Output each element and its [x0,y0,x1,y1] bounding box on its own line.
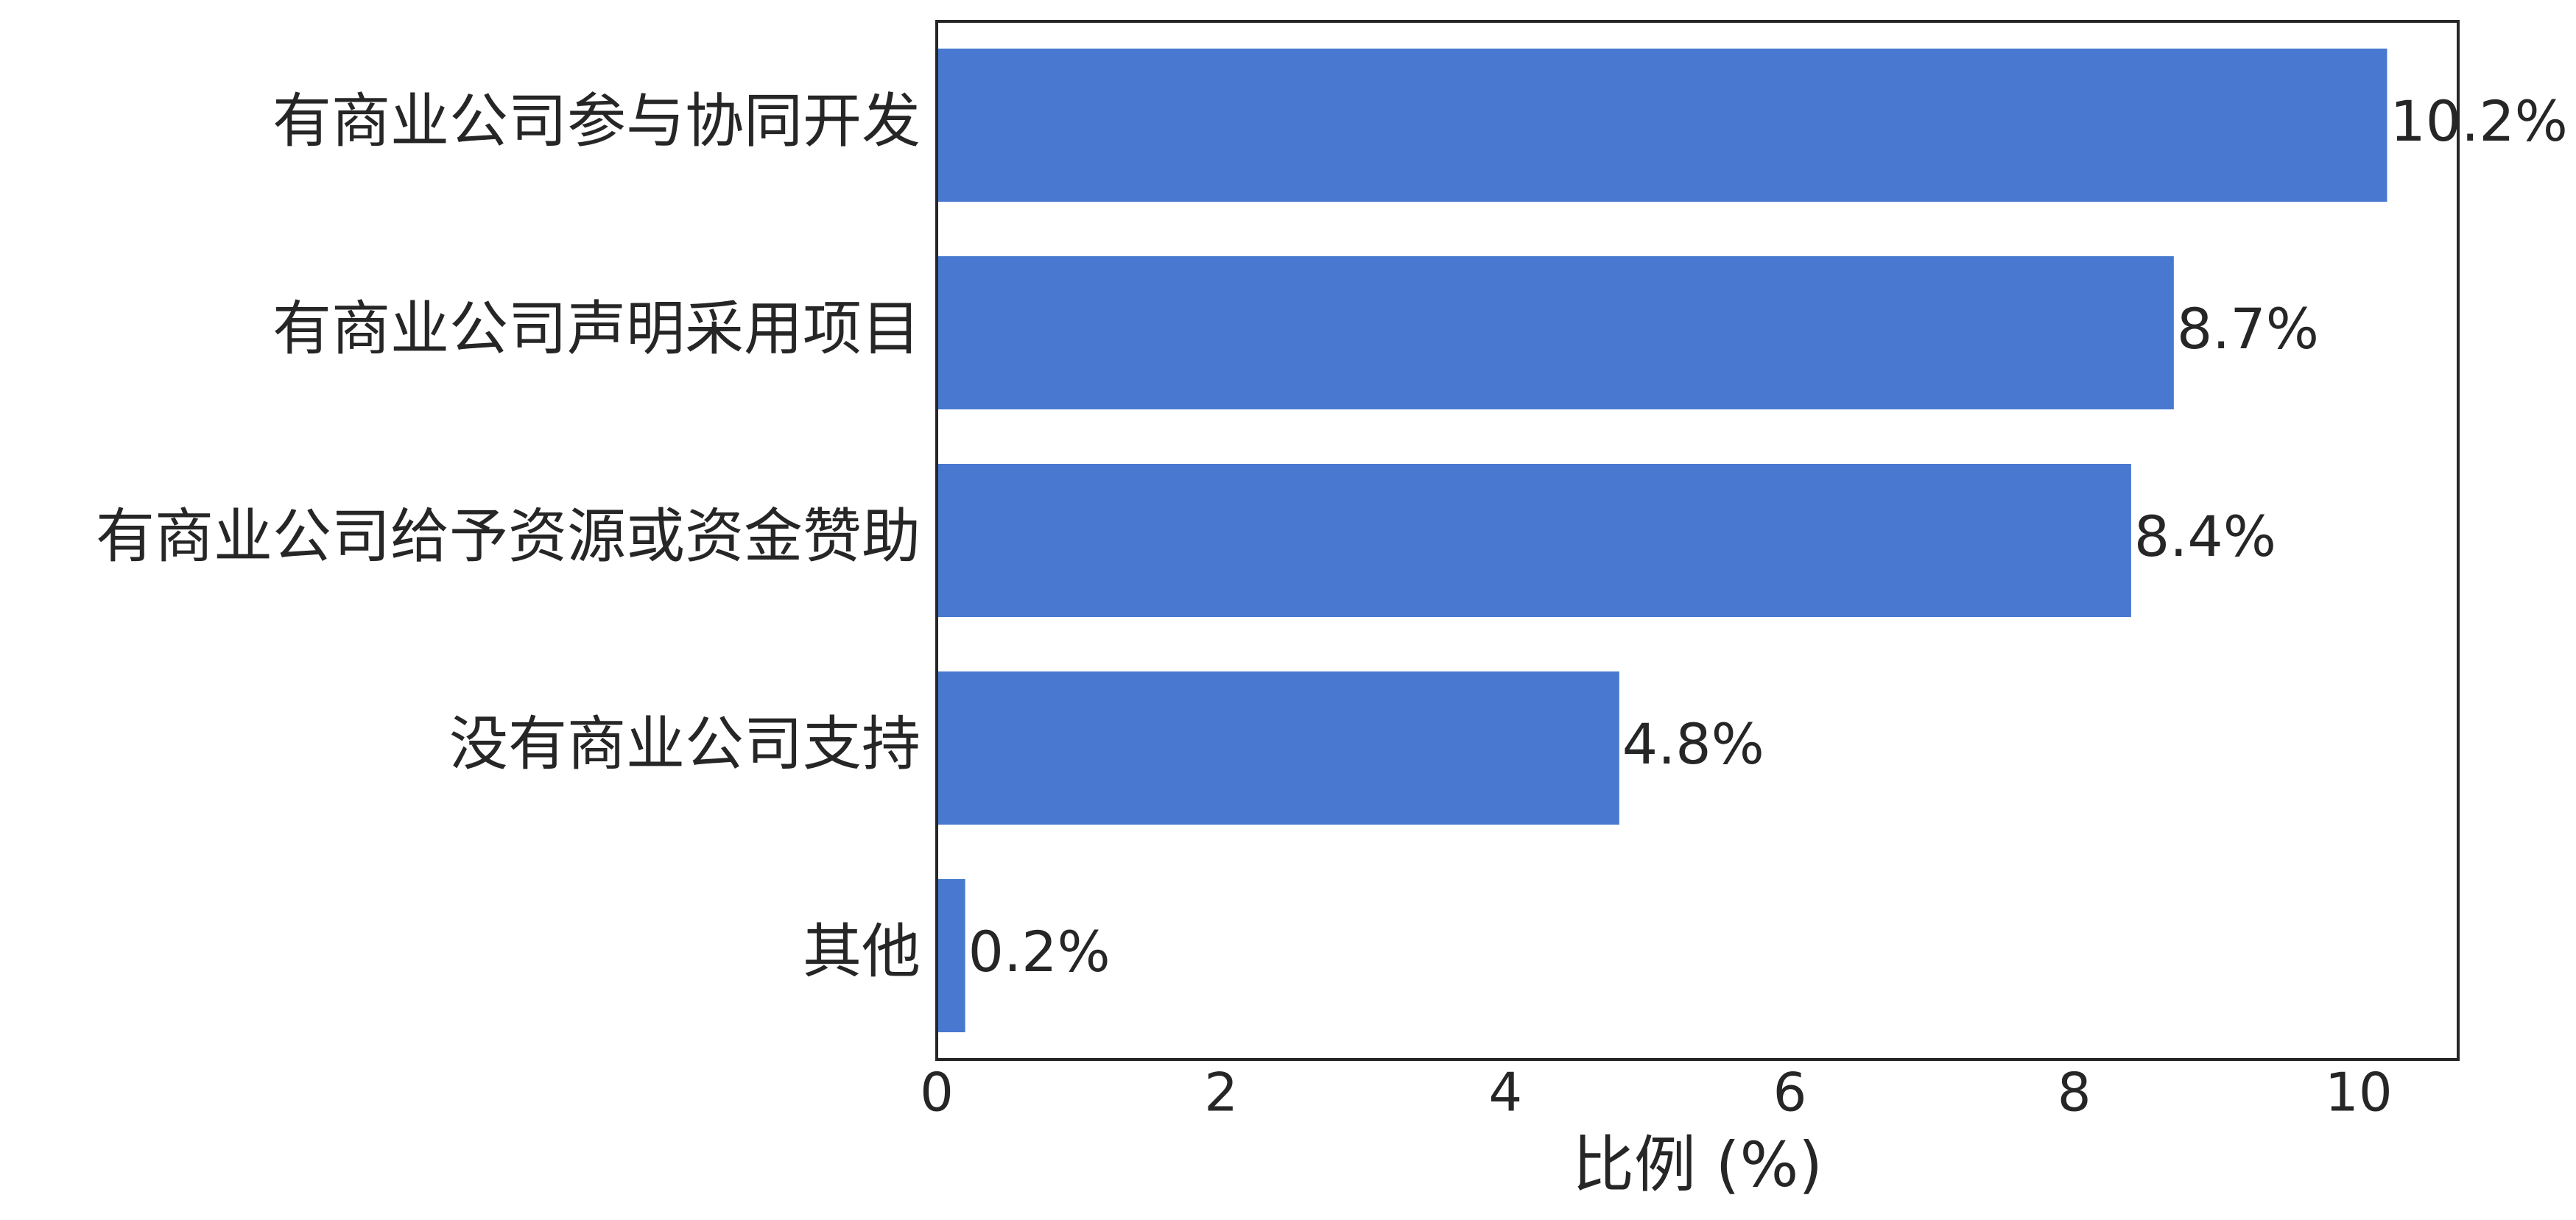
x-tick-label: 10 [2325,1062,2393,1124]
y-tick-label: 有商业公司给予资源或资金赞助 [96,502,921,571]
data-label: 10.2% [2390,88,2567,154]
y-tick-label: 其他 [803,917,921,986]
bar [937,49,2387,202]
data-label: 8.4% [2134,504,2276,569]
bar [937,464,2131,617]
plot-frame [935,20,2460,1061]
x-tick-label: 2 [1204,1062,1238,1124]
x-tick-label: 4 [1488,1062,1522,1124]
y-tick-label: 有商业公司声明采用项目 [272,295,921,363]
y-tick-label: 有商业公司参与协同开发 [272,87,921,155]
x-tick-label: 0 [920,1062,954,1124]
x-tick-label: 8 [2058,1062,2091,1124]
data-label: 4.8% [1622,711,1764,777]
y-tick-label: 没有商业公司支持 [449,710,921,778]
data-label: 0.2% [968,919,1111,984]
x-tick-label: 6 [1773,1062,1807,1124]
bar [937,256,2174,409]
bar [937,879,965,1032]
x-axis-label: 比例 (%) [1572,1129,1823,1201]
bar [937,671,1619,825]
data-label: 8.7% [2177,296,2319,362]
